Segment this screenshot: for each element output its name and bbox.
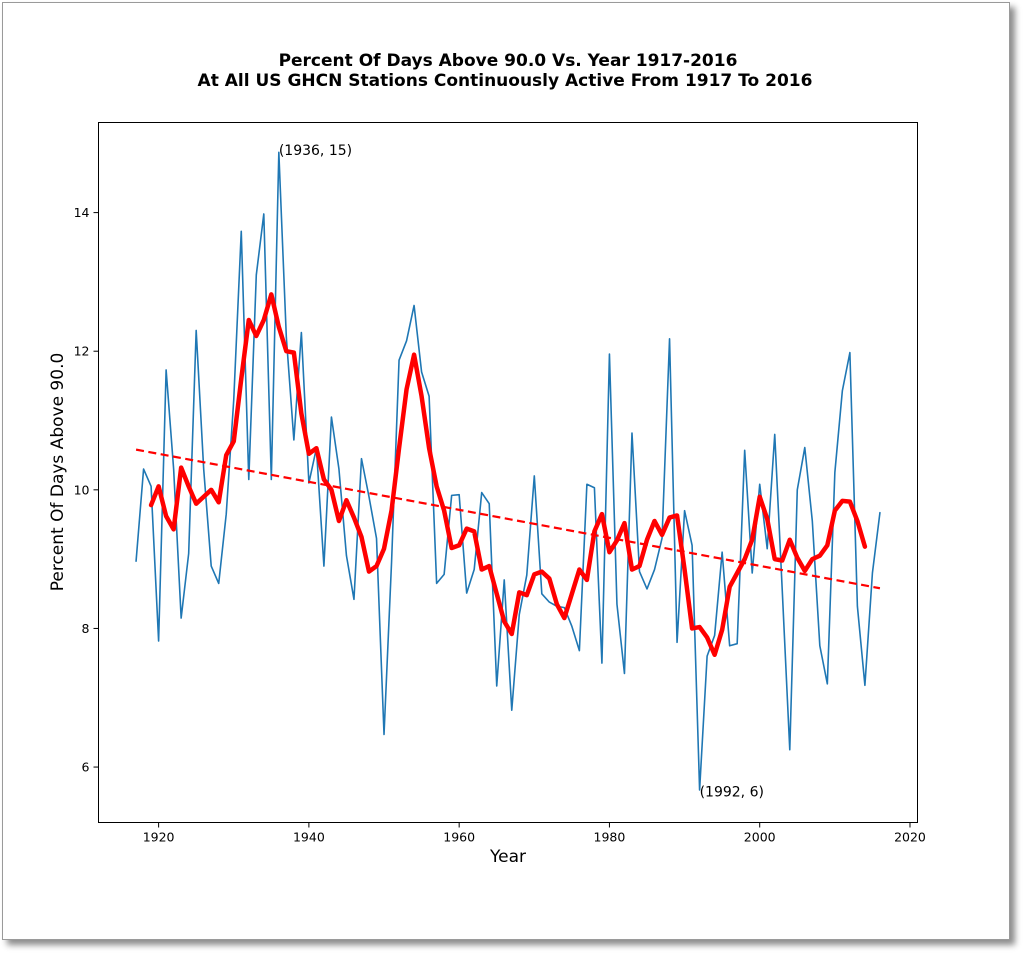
y-tick-label: 8 [82,621,90,636]
x-tick-label: 1960 [443,830,475,845]
x-tick-label: 1940 [293,830,325,845]
y-tick-label: 12 [74,344,90,359]
chart-frame [2,2,1010,940]
x-tick-label: 1920 [143,830,175,845]
x-tick-label: 2020 [894,830,926,845]
x-tick-label: 2000 [744,830,776,845]
annotation-min: (1992, 6) [700,784,764,800]
y-tick-label: 14 [74,205,90,220]
chart-subtitle: At All US GHCN Stations Continuously Act… [198,71,813,91]
x-axis-label: Year [489,847,526,867]
moving-average-line [148,292,868,658]
x-tick-label: 1980 [594,830,626,845]
chart-title: Percent Of Days Above 90.0 Vs. Year 1917… [279,51,738,71]
tick-layer: 1920 1940 1960 1980 2000 2020 6 8 10 12 14 [74,205,926,844]
plot-area-border [98,122,918,823]
y-tick-label: 6 [82,760,90,775]
y-axis-label: Percent Of Days Above 90.0 [48,353,68,592]
series-layer [135,151,881,791]
trend-line [135,448,881,590]
y-tick-label: 10 [74,482,90,497]
annotation-max: (1936, 15) [279,143,352,159]
